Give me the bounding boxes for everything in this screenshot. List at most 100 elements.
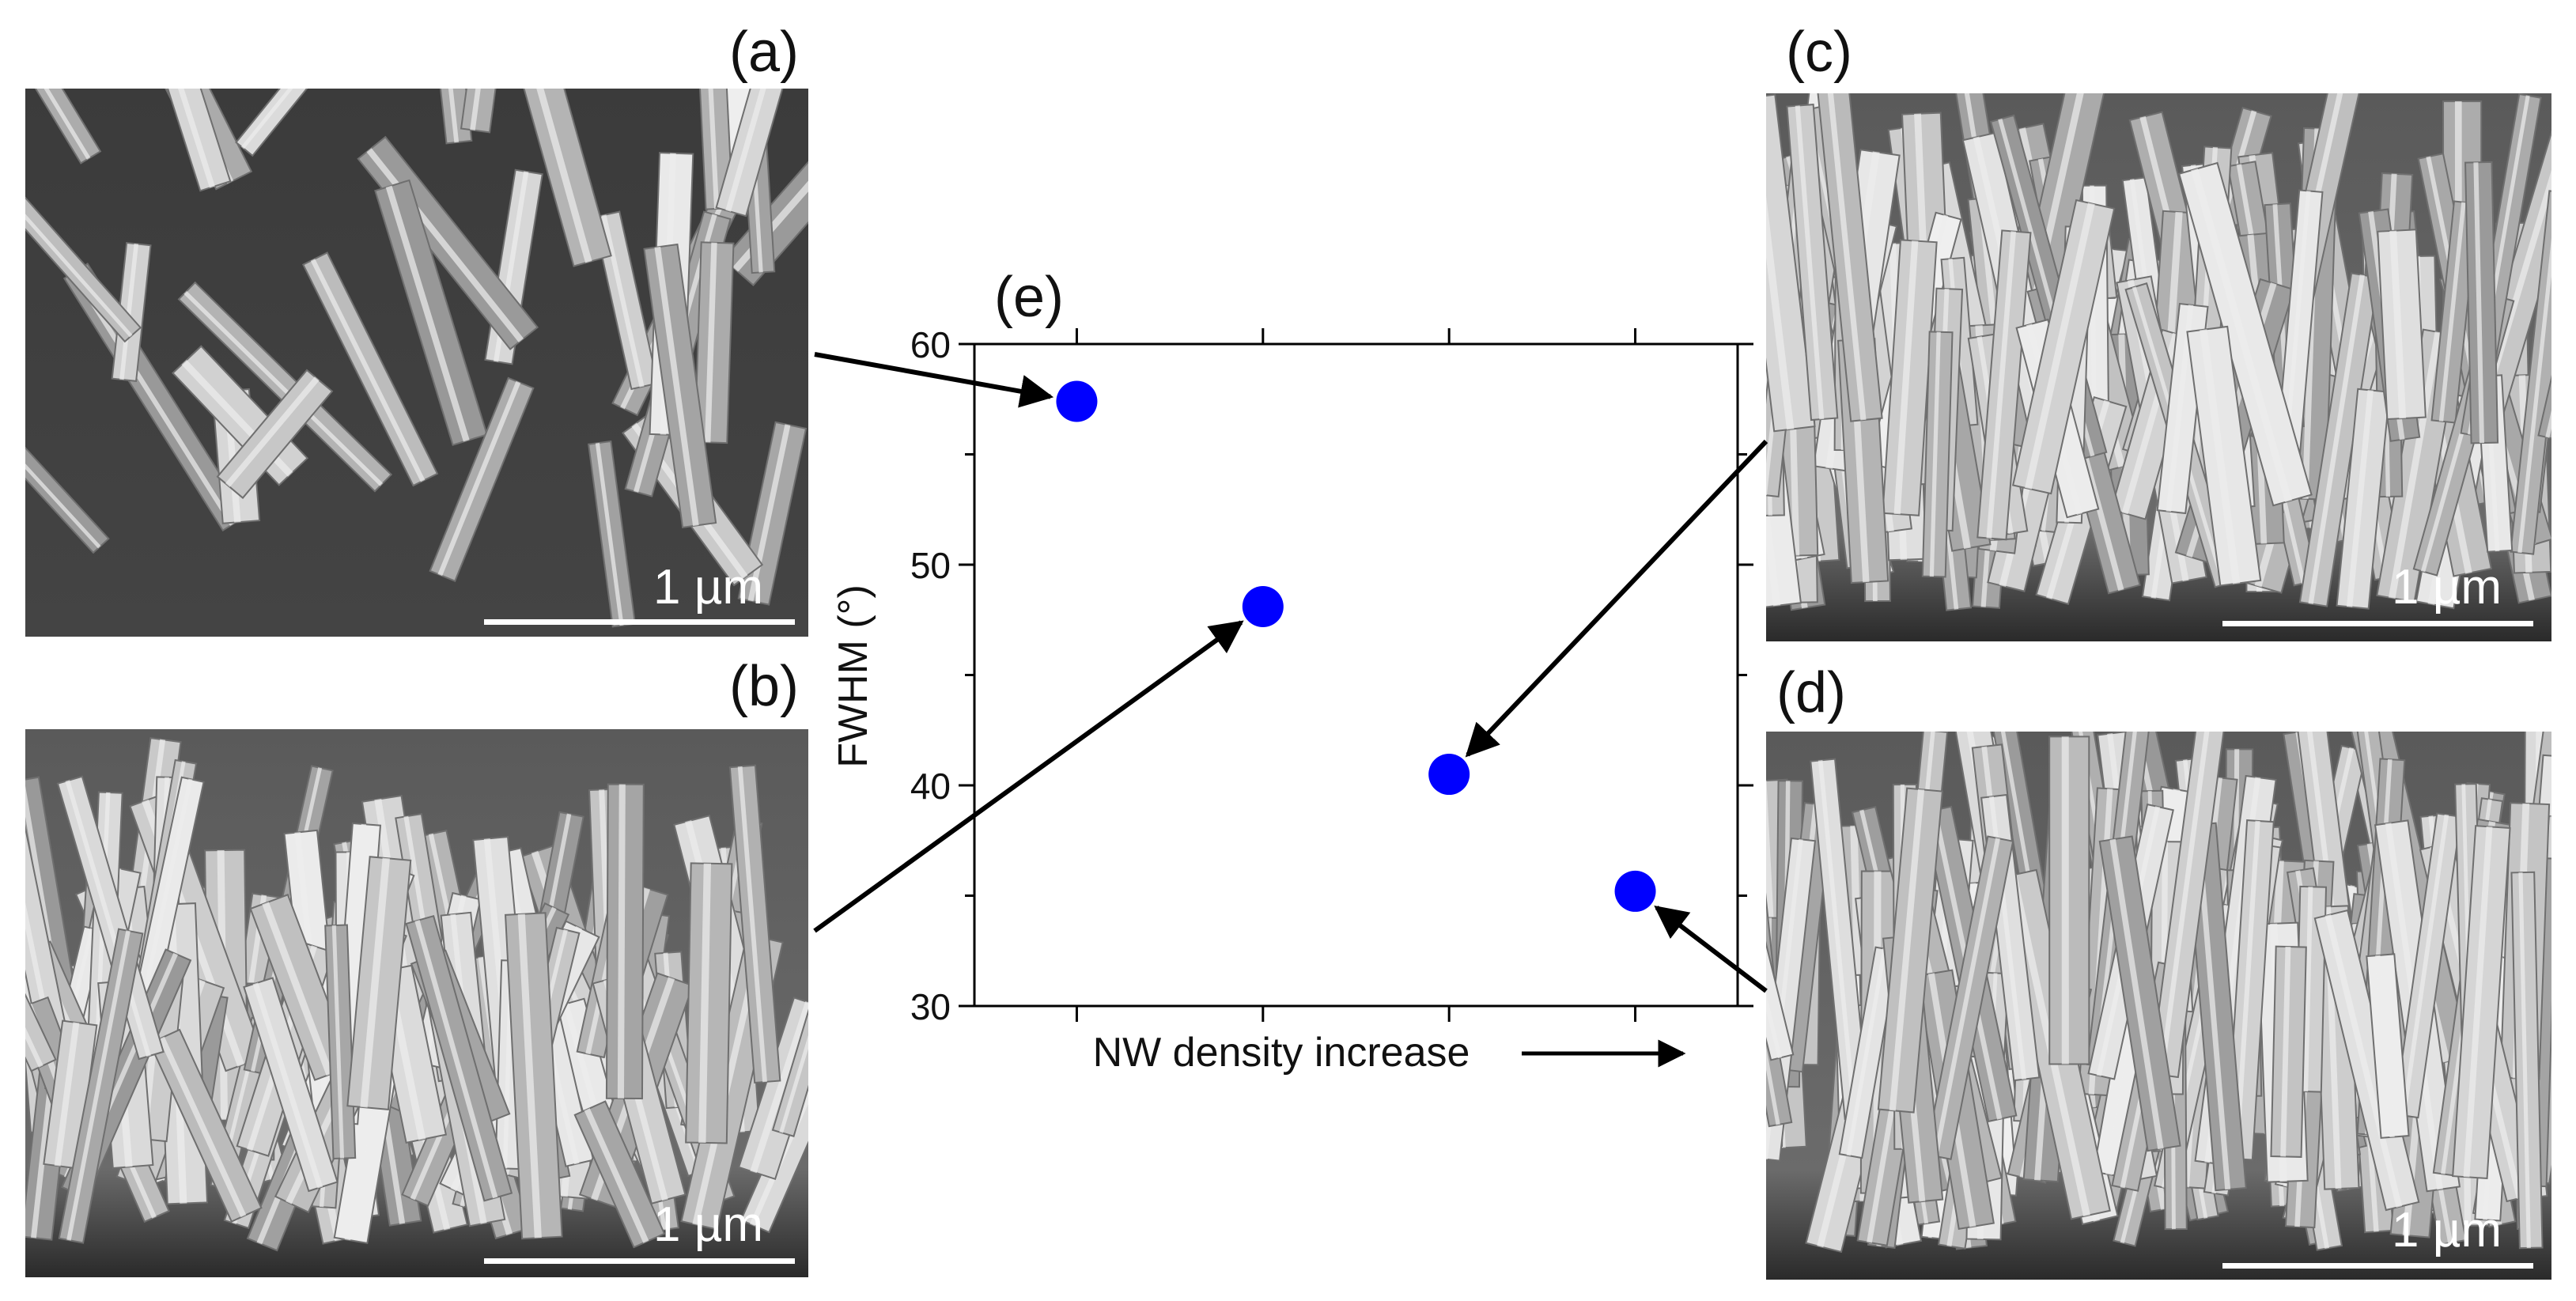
nanowire-highlight bbox=[601, 214, 645, 388]
nanowire-highlight bbox=[747, 424, 791, 602]
nanowire-highlight bbox=[2191, 168, 2292, 502]
nanowire-highlight bbox=[252, 982, 323, 1189]
nanowire-rod bbox=[346, 856, 412, 1110]
nanowire-highlight bbox=[737, 766, 767, 1083]
sem-image-c-svg bbox=[1766, 93, 2551, 641]
rods-d bbox=[1766, 732, 2551, 1254]
nanowire-rod bbox=[2048, 736, 2090, 1065]
nanowire-rod bbox=[2366, 953, 2410, 1139]
nanowire-rod bbox=[1924, 835, 2014, 1160]
nanowire-rod bbox=[1882, 239, 1938, 516]
scale-bar-d bbox=[2222, 1263, 2533, 1269]
rods-a bbox=[25, 89, 808, 628]
nanowire-highlight bbox=[750, 1001, 808, 1174]
sem-image-a bbox=[25, 89, 808, 637]
y-tick-label: 50 bbox=[910, 545, 951, 586]
nanowire-rod bbox=[1877, 787, 1943, 1114]
nanowire-highlight bbox=[360, 857, 390, 1108]
arrow-to-point-d bbox=[1654, 905, 1768, 993]
nanowire-rod bbox=[2452, 825, 2511, 1180]
nanowire-rod bbox=[235, 89, 308, 157]
y-tick-label: 60 bbox=[910, 324, 951, 365]
nanowire-highlight bbox=[1889, 789, 1925, 1111]
nanowire-highlight bbox=[2346, 390, 2374, 607]
chart-ticks: 30 40 50 60 bbox=[910, 324, 1753, 1027]
nanowire-rod bbox=[2537, 374, 2551, 440]
nanowire-highlight bbox=[2518, 872, 2531, 1248]
nanowire-highlight bbox=[25, 463, 101, 549]
data-point-b bbox=[1242, 586, 1284, 628]
nanowire-highlight bbox=[2158, 732, 2210, 1076]
arrow-to-point-a bbox=[814, 352, 1054, 408]
nanowire-highlight bbox=[1766, 195, 1795, 430]
nanowire-rod bbox=[685, 862, 733, 1144]
panel-label-e: (e) bbox=[994, 266, 1064, 329]
nanowire-highlight bbox=[517, 913, 542, 1239]
nanowire-rod bbox=[1786, 104, 1839, 422]
nanowire-rod bbox=[694, 241, 735, 444]
nanowire-highlight bbox=[1766, 1046, 1780, 1125]
scale-label-c: 1 µm bbox=[2392, 560, 2502, 615]
panel-label-d: (d) bbox=[1776, 661, 1846, 724]
nanowire-highlight bbox=[705, 242, 717, 443]
scale-bar-b bbox=[484, 1258, 795, 1264]
nanowire-highlight bbox=[366, 148, 524, 342]
nanowire-rod bbox=[56, 775, 165, 1061]
y-axis-label: FWHM (°) bbox=[830, 584, 876, 768]
nanowire-highlight bbox=[654, 246, 699, 527]
nanowire-highlight bbox=[225, 376, 320, 487]
nanowire-highlight bbox=[331, 925, 345, 1159]
nanowire-rod bbox=[405, 914, 513, 1202]
nanowire-highlight bbox=[1929, 331, 1941, 577]
nanowire-highlight bbox=[2517, 237, 2551, 554]
nanowire-highlight bbox=[310, 259, 426, 482]
nanowire-highlight bbox=[2109, 838, 2164, 1150]
nanowire-rod bbox=[643, 243, 717, 529]
nanowire-highlight bbox=[2303, 887, 2313, 1092]
arrow-to-point-c bbox=[1465, 439, 1768, 758]
nanowire-highlight bbox=[2463, 826, 2493, 1178]
nanowire-rod bbox=[439, 89, 473, 145]
nanowire-highlight bbox=[725, 89, 766, 212]
nanowire-highlight bbox=[262, 902, 334, 1076]
sem-image-d-svg bbox=[1766, 732, 2551, 1280]
nanowire-highlight bbox=[385, 185, 470, 442]
nanowire-highlight bbox=[119, 244, 139, 380]
scale-label-a: 1 µm bbox=[653, 560, 764, 615]
data-point-d bbox=[1614, 870, 1656, 912]
nanowire-rod bbox=[2270, 945, 2307, 1158]
nanowire-highlight bbox=[595, 442, 624, 626]
nanowire-rod bbox=[1921, 331, 1954, 578]
nanowire-rod bbox=[728, 764, 781, 1084]
x-axis-label: NW density increase bbox=[1093, 1030, 1470, 1076]
nanowire-highlight bbox=[178, 89, 215, 188]
nanowire-rod bbox=[460, 89, 497, 134]
nanowire-rod bbox=[715, 89, 784, 217]
nanowire-highlight bbox=[437, 380, 521, 577]
nanowire-highlight bbox=[2025, 202, 2095, 490]
nanowire-highlight bbox=[2280, 946, 2291, 1157]
nanowire-highlight bbox=[1846, 948, 1887, 1156]
nanowire-rod bbox=[2186, 325, 2262, 587]
nanowire-rod bbox=[2177, 161, 2313, 507]
sem-image-b bbox=[25, 729, 808, 1277]
nanowire-highlight bbox=[698, 863, 712, 1143]
nanowire-highlight bbox=[25, 214, 133, 338]
rods-b bbox=[25, 736, 808, 1252]
arrow-to-point-b bbox=[813, 620, 1244, 933]
nanowire-rod bbox=[25, 446, 110, 554]
nanowire-highlight bbox=[44, 89, 91, 160]
nanowire-highlight bbox=[1818, 760, 1857, 1119]
scale-bar-c bbox=[2222, 621, 2533, 626]
nanowire-highlight bbox=[2388, 331, 2442, 599]
scale-label-d: 1 µm bbox=[2392, 1203, 2502, 1258]
nanowire-highlight bbox=[708, 89, 720, 210]
nanowire-rod bbox=[1817, 93, 1883, 422]
nanowire-rod bbox=[771, 1008, 808, 1138]
panel-arrows bbox=[813, 352, 1768, 993]
nanowire-highlight bbox=[2324, 914, 2403, 1208]
nanowire-highlight bbox=[2308, 274, 2365, 604]
nanowire-highlight bbox=[1986, 231, 2017, 539]
panel-label-c: (c) bbox=[1786, 21, 1852, 84]
nanowire-highlight bbox=[414, 920, 498, 1199]
